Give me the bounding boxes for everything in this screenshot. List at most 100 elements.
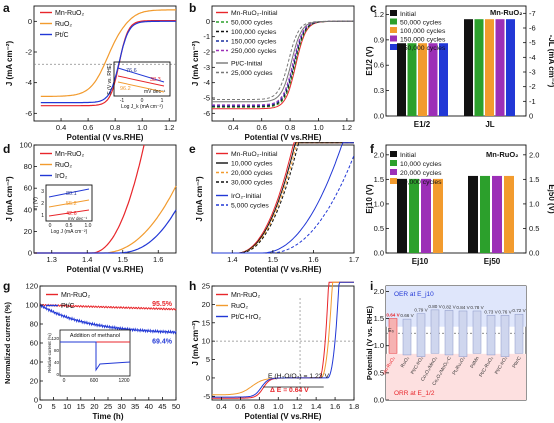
panel-a-ylabel: J (mA cm⁻²): [5, 41, 14, 87]
panel-e-x-ticklabel: 1.4: [227, 255, 237, 264]
panel-c-yright-ticklabel: -5: [529, 38, 536, 47]
panel-g-series-mn-ruo2: [39, 303, 177, 311]
panel-c-yright-ticklabel: -2: [529, 82, 536, 91]
panel-i-gap-label-0: 0.64 V: [386, 313, 400, 318]
panel-g-y-ticklabel: 100: [25, 301, 38, 310]
panel-a-inset-label-0: 76.6: [126, 68, 137, 74]
panel-g-y-ticklabel: 40: [30, 358, 38, 367]
panel-h-annotation-1: Δ E = 0.64 V: [270, 387, 309, 394]
panel-d-x-ticklabel: 1.3: [47, 255, 57, 264]
panel-c-title: Mn-RuO₂: [490, 8, 523, 17]
panel-c-ylabel-right: -JL (mA cm⁻²): [547, 35, 554, 88]
panel-f-bar-1-1: [480, 175, 490, 253]
panel-b-legend-3: 150,000 cycles: [231, 39, 277, 46]
panel-c-yleft-ticklabel: 0.3: [374, 86, 384, 95]
panel-i-y-ticklabel: 0.5: [374, 368, 384, 377]
panel-i-gap-bar-8: [500, 315, 510, 357]
panel-b-y-ticklabel: -4: [203, 78, 210, 87]
panel-d-inset-xlabel: Log J (mA cm⁻²): [51, 229, 88, 235]
panel-g-legend-1: Pt/C: [61, 303, 75, 310]
panel-h-y-ticklabel: 20: [202, 300, 210, 309]
panel-d-inset-line-2: [48, 209, 90, 217]
panel-g-inset-ytick: 120: [51, 336, 59, 341]
panel-f-bar-0-3: [433, 178, 443, 253]
panel-e-series-4: [212, 142, 354, 254]
panel-a-inset-xtick: 1: [161, 98, 164, 104]
panel-c-bar-0-2: [418, 43, 427, 116]
panel-g-y-ticklabel: 60: [30, 339, 38, 348]
panel-g-y-ticklabel: 120: [25, 282, 38, 291]
panel-g-ylabel: Normalized current (%): [3, 301, 12, 384]
panel-d-ylabel: J (mA cm⁻²): [5, 176, 14, 222]
panel-i-gap-label-8: 0.76 V: [498, 309, 512, 314]
panel-d-y-ticklabel: 100: [19, 141, 32, 150]
panel-d-inset-label-0: 80.1: [66, 191, 77, 197]
panel-f-yleft-ticklabel: 0.0: [374, 249, 384, 258]
panel-g-x-ticklabel: 45: [158, 402, 166, 411]
panel-e-ylabel: J (mA cm⁻²): [195, 176, 204, 222]
panel-f-yright-ticklabel: 1.0: [529, 199, 539, 208]
panel-f-yright-ticklabel: 0.0: [529, 249, 539, 258]
panel-i-gap-bar-2: [416, 313, 426, 357]
panel-c-frame: [385, 5, 527, 117]
panel-g-x-ticklabel: 10: [63, 402, 71, 411]
panel-c-cat-1: JL: [485, 120, 494, 129]
panel-f-legend-2-swatch: [390, 169, 397, 175]
panel-h-y-ticklabel: 10: [202, 337, 210, 346]
panel-f-ylabel-left: Ej10 (V): [365, 184, 374, 214]
panel-i-y-ticklabel: 0.0: [374, 396, 384, 405]
panel-d-xlabel: Potential (V vs.RHE): [67, 265, 144, 274]
panel-h-series-ptc-iro2: [212, 281, 354, 398]
panel-c-legend-2: 100,000 cycles: [400, 28, 446, 35]
panel-a-inset-line-1: [117, 75, 165, 87]
panel-i-gap-bar-0: [388, 318, 398, 354]
panel-c-legend-0-swatch: [390, 10, 397, 16]
panel-f-legend-0-swatch: [390, 151, 397, 157]
panel-d-inset-ytick: 2: [41, 201, 44, 207]
panel-h-y-ticklabel: 15: [202, 318, 210, 327]
panel-c-bar-1-4: [506, 19, 515, 117]
panel-f-cat-1: Ej50: [484, 257, 501, 266]
panel-h-series-mn-ruo2: [212, 281, 354, 399]
panel-e-xlabel: Potential (V vs.RHE): [245, 265, 322, 274]
panel-h-xlabel: Potential (V vs.RHE): [245, 412, 322, 421]
panel-d-inset-line-1: [48, 199, 90, 208]
panel-f-ylabel-right: Ej50 (V): [547, 184, 554, 214]
panel-h-y-ticklabel: 0: [206, 373, 210, 382]
panel-a-inset-xtick: 0: [141, 98, 144, 104]
panel-d-inset-ytick: 3: [41, 189, 44, 195]
panel-d-inset-xtick: 0.5: [66, 223, 73, 229]
panel-b-x-ticklabel: 1.2: [342, 123, 352, 132]
panel-a-x-ticklabel: 0.8: [110, 123, 120, 132]
panel-i-gap-label-2: 0.79 V: [414, 308, 428, 313]
panel-c-bar-0-0: [397, 43, 406, 116]
panel-f-yleft-ticklabel: 1.0: [374, 199, 384, 208]
panel-a-inset-label-1: 38.3: [150, 77, 161, 83]
panel-c-cat-0: E1/2: [414, 120, 431, 129]
panel-c-yright-ticklabel: -6: [529, 24, 536, 33]
panel-f-frame: [385, 144, 527, 254]
panel-a-x-ticklabel: 1.0: [137, 123, 147, 132]
panel-c-yright-ticklabel: -1: [529, 97, 536, 106]
panel-d-y-ticklabel: 40: [24, 205, 32, 214]
panel-i-gap-label-1: 0.66 V: [400, 313, 414, 318]
panel-a-y-ticklabel: -6: [25, 109, 32, 118]
panel-d-series-mn-ruo2: [34, 144, 145, 254]
panel-f-legend-0: Initial: [400, 152, 416, 159]
panel-g-x-ticklabel: 50: [172, 402, 180, 411]
panel-b-x-ticklabel: 0.8: [285, 123, 295, 132]
panel-b-legend-6: 25,000 cycles: [231, 70, 273, 77]
panel-i-y-ticklabel: 1.0: [374, 341, 384, 350]
panel-i-gap-bar-6: [472, 310, 482, 354]
panel-b-xlabel: Potential (V vs.RHE): [245, 133, 322, 142]
panel-h-x-ticklabel: 1.2: [292, 402, 302, 411]
panel-a-inset-xtick: -1: [120, 98, 125, 104]
panel-g-inset-frame: [59, 329, 131, 377]
panel-d-legend-1: RuO₂: [55, 162, 72, 169]
panel-a-inset-xlabel: Log J_k (mA cm⁻²): [121, 104, 163, 110]
panel-c-legend-4: 250,000 cycles: [400, 45, 446, 52]
panel-label-g: g: [3, 279, 10, 293]
panel-g-inset-title: Addition of methanol: [70, 333, 120, 339]
panel-c-legend-0: Initial: [400, 11, 416, 18]
